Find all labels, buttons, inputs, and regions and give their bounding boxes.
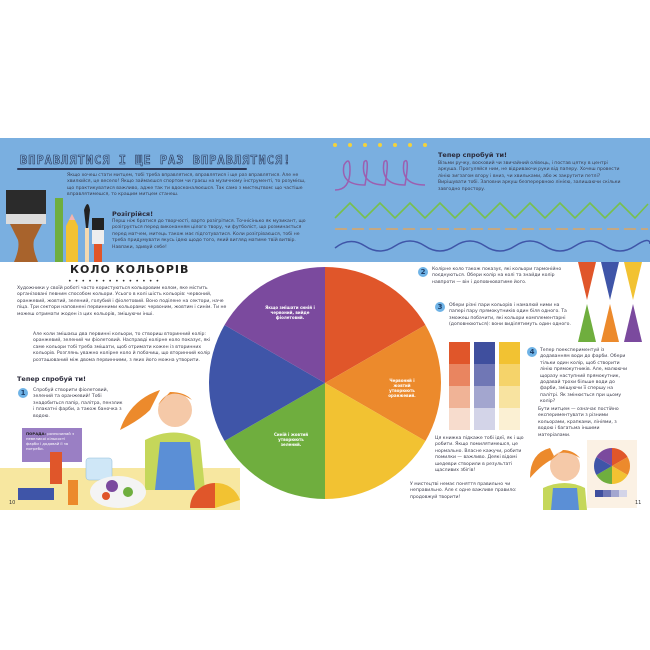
swatch	[499, 364, 520, 386]
artist-note: Бути митцем — означає постійно експериме…	[538, 407, 619, 438]
step-4-badge: 4	[527, 347, 537, 357]
try-heading-left: Тепер спробуй ти!	[17, 375, 86, 383]
triangle-top	[578, 262, 596, 300]
brush-stroke-divider	[17, 168, 247, 170]
wheel-label-green: Синій і жовтий утворюють зелений.	[273, 432, 308, 447]
tip-text: розпочинай з невеликої кількості фарби і…	[26, 431, 74, 451]
swatch	[474, 364, 495, 386]
complementary-triangles	[578, 262, 642, 342]
girl-painting-illustration	[0, 390, 240, 510]
swatch	[474, 386, 495, 408]
triangle-bottom	[578, 304, 596, 342]
swatch-column	[474, 342, 495, 430]
swatch	[474, 342, 495, 364]
girl-with-color-wheel-illustration	[530, 440, 637, 510]
page-title: КОЛО КОЛЬОРІВ	[70, 263, 190, 276]
step-1-text: Спробуй створити фіолетовий, зелений та …	[33, 388, 123, 419]
swatch-column	[499, 342, 520, 430]
wheel-label-purple: Якщо змішати синій і червоний, вийде фіо…	[265, 305, 315, 320]
tip-label: ПОРАДА:	[26, 431, 46, 436]
triangle-top	[601, 262, 619, 300]
rule-text: У мистецтві немає поняття правильно чи н…	[410, 482, 517, 500]
step-3-text: Обери різні пари кольорів і намалюй ними…	[449, 303, 571, 328]
step-4-text: Тепер поекспериментуй із додаванням води…	[540, 348, 628, 405]
swatch	[474, 408, 495, 430]
swatch	[499, 386, 520, 408]
triangle-top	[624, 262, 642, 300]
swatch	[449, 408, 470, 430]
triangle-bottom	[601, 304, 619, 342]
step-2-badge: 2	[418, 267, 428, 277]
step-1-badge: 1	[18, 388, 28, 398]
step-3-badge: 3	[435, 302, 445, 312]
try-heading-top: Тепер спробуй ти!	[438, 151, 507, 159]
wheel-sector-blue	[209, 325, 325, 441]
mistakes-text: Ця книжка підкаже тобі ідеї, як і що роб…	[435, 436, 524, 474]
try-text-top: Візьми ручку, восковий чи звичайний олів…	[438, 161, 621, 192]
brushes-and-pencils-illustration	[6, 190, 104, 262]
water-dilution-swatches	[449, 342, 520, 430]
page-number-left: 10	[9, 500, 16, 506]
color-wheel	[209, 267, 441, 499]
wheel-sector-yellow	[325, 383, 426, 499]
wheel-sector-purple	[224, 267, 325, 383]
swatch-column	[449, 342, 470, 430]
warmup-heading: Розігрійся!	[112, 210, 154, 218]
banner-title: ВПРАВЛЯТИСЯ І ЩЕ РАЗ ВПРАВЛЯТИСЯ!	[20, 153, 292, 168]
swatch	[449, 364, 470, 386]
warmup-text: Перш ніж братися до творчості, варто роз…	[112, 219, 306, 250]
triangle-bottom	[624, 304, 642, 342]
page-number-right: 11	[635, 500, 642, 506]
secondary-colors-text: Але коли змішаєш два первинні кольори, т…	[33, 332, 211, 363]
warmup-banner	[0, 138, 650, 262]
line-warmup-illustration	[333, 143, 650, 252]
swatch	[499, 342, 520, 364]
title-dots-divider: ••••••••••••••	[68, 278, 163, 285]
swatch	[449, 386, 470, 408]
wheel-label-orange: Червоний і жовтий утворюють оранжевий.	[388, 378, 416, 398]
swatch	[499, 408, 520, 430]
color-wheel-intro: Художники у своїй роботі часто користуют…	[17, 286, 227, 317]
wheel-sector-orange	[325, 325, 441, 441]
wheel-sector-green	[224, 383, 325, 499]
banner-intro: Якщо хочеш стати митцем, тобі треба впра…	[67, 173, 306, 198]
swatch	[449, 342, 470, 364]
wheel-sector-red	[325, 267, 426, 383]
step-2-text: Колірне коло також показує, які кольори …	[432, 267, 562, 285]
